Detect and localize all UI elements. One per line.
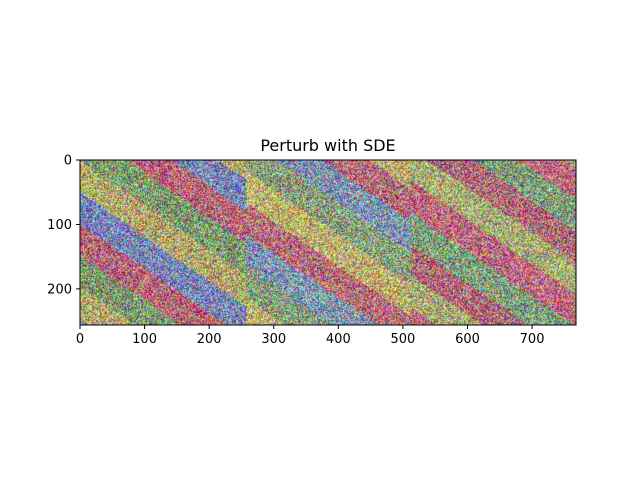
noise-canvas (80, 160, 576, 325)
plot-area (79, 159, 577, 326)
x-tick-label: 100 (132, 332, 157, 347)
x-tick-label: 500 (391, 332, 416, 347)
y-tick-label: 100 (47, 218, 72, 233)
x-tick-label: 300 (261, 332, 286, 347)
x-axis: 0 100 200 300 400 500 600 700 (76, 325, 545, 347)
chart-title: Perturb with SDE (260, 136, 395, 155)
y-axis: 0 100 200 (47, 154, 80, 297)
x-tick-label: 700 (520, 332, 545, 347)
x-tick-label: 400 (326, 332, 351, 347)
y-tick-label: 200 (47, 282, 72, 297)
noise-image (80, 160, 576, 325)
axes-frame (79, 159, 577, 326)
x-tick-label: 600 (455, 332, 480, 347)
x-tick-label: 200 (197, 332, 222, 347)
x-tick-label: 0 (76, 332, 84, 347)
y-tick-label: 0 (64, 154, 72, 169)
